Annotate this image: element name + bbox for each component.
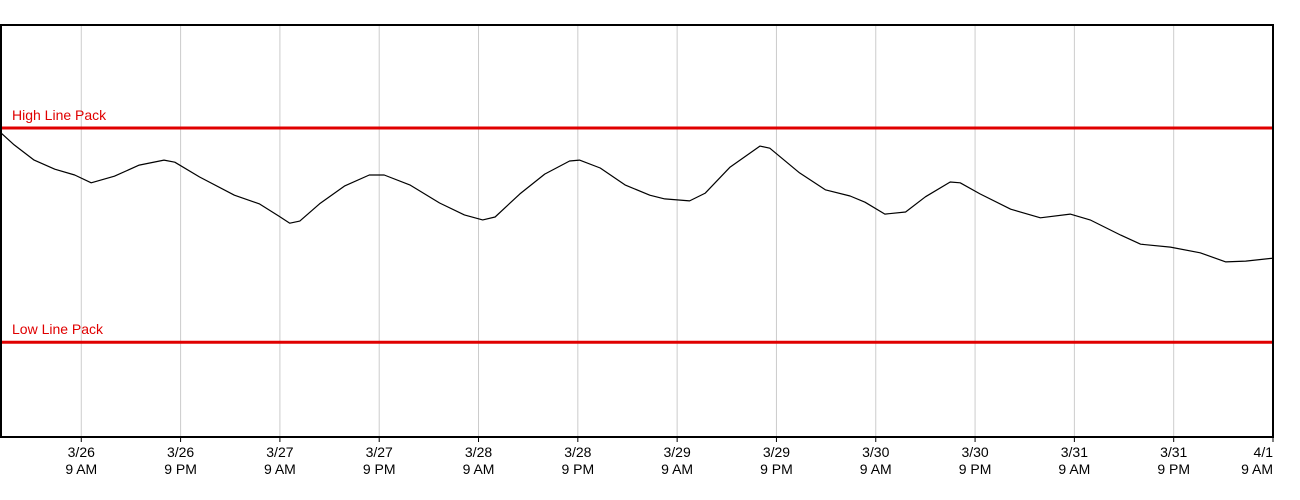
x-tick-label: 3/29 <box>763 444 790 460</box>
x-tick-label: 3/31 <box>1061 444 1088 460</box>
x-tick-label: 9 PM <box>363 461 396 477</box>
x-tick-label: 9 PM <box>760 461 793 477</box>
x-tick-label: 3/27 <box>266 444 293 460</box>
x-tick-label: 3/28 <box>465 444 492 460</box>
x-tick-label: 9 AM <box>264 461 296 477</box>
x-tick-label: 9 AM <box>65 461 97 477</box>
x-tick-label: 3/27 <box>366 444 393 460</box>
x-tick-label: 9 AM <box>661 461 693 477</box>
reference-label: Low Line Pack <box>12 321 104 337</box>
x-tick-label: 9 PM <box>164 461 197 477</box>
x-tick-label: 9 AM <box>1241 461 1273 477</box>
x-tick-label: 9 PM <box>561 461 594 477</box>
x-tick-label: 3/30 <box>862 444 889 460</box>
reference-label: High Line Pack <box>12 107 107 123</box>
x-tick-label: 4/1 <box>1254 444 1274 460</box>
x-tick-label: 3/31 <box>1160 444 1187 460</box>
x-tick-label: 9 AM <box>860 461 892 477</box>
data-line <box>0 132 1274 263</box>
x-tick-label: 9 PM <box>959 461 992 477</box>
x-tick-label: 9 AM <box>463 461 495 477</box>
x-tick-label: 3/26 <box>167 444 194 460</box>
x-tick-label: 9 AM <box>1058 461 1090 477</box>
x-tick-label: 3/30 <box>961 444 988 460</box>
plot-frame <box>0 24 1274 438</box>
x-tick-label: 9 PM <box>1157 461 1190 477</box>
x-tick-label: 3/28 <box>564 444 591 460</box>
x-tick-label: 3/26 <box>68 444 95 460</box>
x-tick-label: 3/29 <box>664 444 691 460</box>
